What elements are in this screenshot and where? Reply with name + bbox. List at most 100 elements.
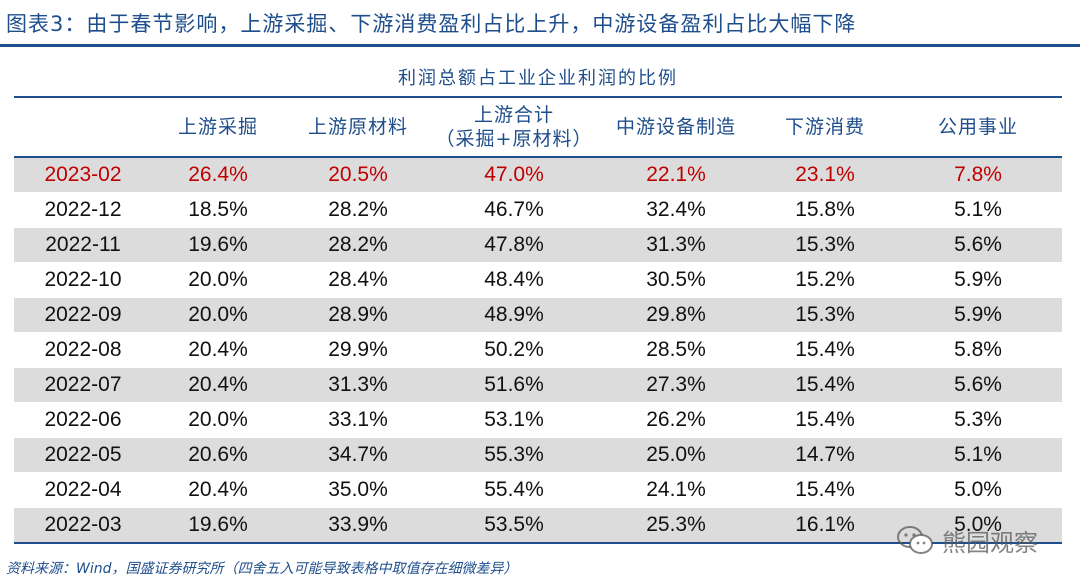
value-cell: 28.4% — [284, 262, 432, 298]
header-date — [14, 98, 152, 158]
value-cell: 20.0% — [152, 297, 284, 333]
value-cell: 5.6% — [894, 227, 1062, 263]
value-cell: 26.2% — [596, 402, 756, 438]
value-cell: 51.6% — [432, 367, 596, 403]
value-cell: 15.3% — [756, 297, 894, 333]
date-cell: 2022-05 — [14, 437, 152, 473]
value-cell: 47.8% — [432, 227, 596, 263]
date-cell: 2022-11 — [14, 227, 152, 263]
value-cell: 15.8% — [756, 192, 894, 228]
value-cell: 19.6% — [152, 507, 284, 544]
header-utilities: 公用事业 — [894, 98, 1062, 158]
table-row: 2022-11 19.6% 28.2% 47.8% 31.3% 15.3% 5.6% — [14, 227, 1062, 263]
header-upstream-materials: 上游原材料 — [284, 98, 432, 158]
header-upstream-total-line2: （采掘+原材料） — [435, 128, 593, 150]
table-row: 2022-04 20.4% 35.0% 55.4% 24.1% 15.4% 5.0% — [14, 472, 1062, 508]
value-cell: 31.3% — [284, 367, 432, 403]
date-cell: 2022-12 — [14, 192, 152, 228]
value-cell: 34.7% — [284, 437, 432, 473]
value-cell: 55.3% — [432, 437, 596, 473]
value-cell: 23.1% — [756, 157, 894, 193]
value-cell: 14.7% — [756, 437, 894, 473]
value-cell: 16.1% — [756, 507, 894, 544]
value-cell: 28.9% — [284, 297, 432, 333]
table-row: 2022-12 18.5% 28.2% 46.7% 32.4% 15.8% 5.1% — [14, 192, 1062, 228]
header-row: 上游采掘 上游原材料 上游合计 （采掘+原材料） 中游设备制造 下游消费 公用事… — [14, 98, 1062, 158]
table-body: 2023-02 26.4% 20.5% 47.0% 22.1% 23.1% 7.8% 2022… — [14, 157, 1062, 544]
value-cell: 5.9% — [894, 297, 1062, 333]
title-divider — [0, 44, 1080, 47]
header-upstream-total: 上游合计 （采掘+原材料） — [432, 98, 596, 158]
table-row: 2022-09 20.0% 28.9% 48.9% 29.8% 15.3% 5.9% — [14, 297, 1062, 333]
value-cell: 47.0% — [432, 157, 596, 193]
date-cell: 2022-09 — [14, 297, 152, 333]
value-cell: 20.6% — [152, 437, 284, 473]
value-cell: 5.0% — [894, 472, 1062, 508]
date-cell: 2022-07 — [14, 367, 152, 403]
date-cell: 2022-04 — [14, 472, 152, 508]
value-cell: 20.4% — [152, 472, 284, 508]
value-cell: 29.8% — [596, 297, 756, 333]
date-cell: 2023-02 — [14, 157, 152, 193]
value-cell: 5.8% — [894, 332, 1062, 368]
value-cell: 19.6% — [152, 227, 284, 263]
date-cell: 2022-08 — [14, 332, 152, 368]
date-cell: 2022-03 — [14, 507, 152, 544]
value-cell: 15.4% — [756, 472, 894, 508]
table-row: 2022-05 20.6% 34.7% 55.3% 25.0% 14.7% 5.1% — [14, 437, 1062, 473]
table-row: 2023-02 26.4% 20.5% 47.0% 22.1% 23.1% 7.8% — [14, 157, 1062, 193]
value-cell: 5.1% — [894, 437, 1062, 473]
table-row: 2022-08 20.4% 29.9% 50.2% 28.5% 15.4% 5.8% — [14, 332, 1062, 368]
value-cell: 15.4% — [756, 367, 894, 403]
value-cell: 20.5% — [284, 157, 432, 193]
value-cell: 55.4% — [432, 472, 596, 508]
profit-share-table: 上游采掘 上游原材料 上游合计 （采掘+原材料） 中游设备制造 下游消费 公用事… — [14, 98, 1062, 544]
value-cell: 20.0% — [152, 402, 284, 438]
value-cell: 53.5% — [432, 507, 596, 544]
value-cell: 15.4% — [756, 332, 894, 368]
value-cell: 5.1% — [894, 192, 1062, 228]
value-cell: 15.2% — [756, 262, 894, 298]
watermark-text: 熊园观察 — [942, 528, 1038, 557]
value-cell: 33.1% — [284, 402, 432, 438]
data-table-container: 利润总额占工业企业利润的比例 上游采掘 上游原材料 上游合计 （采掘+原材料） … — [14, 62, 1062, 544]
value-cell: 28.2% — [284, 192, 432, 228]
value-cell: 27.3% — [596, 367, 756, 403]
value-cell: 25.0% — [596, 437, 756, 473]
value-cell: 28.5% — [596, 332, 756, 368]
value-cell: 48.9% — [432, 297, 596, 333]
value-cell: 48.4% — [432, 262, 596, 298]
value-cell: 18.5% — [152, 192, 284, 228]
value-cell: 22.1% — [596, 157, 756, 193]
table-row: 2022-03 19.6% 33.9% 53.5% 25.3% 16.1% 5.0% — [14, 507, 1062, 544]
table-row: 2022-10 20.0% 28.4% 48.4% 30.5% 15.2% 5.9% — [14, 262, 1062, 298]
value-cell: 15.4% — [756, 402, 894, 438]
figure-title: 图表3：由于春节影响，上游采掘、下游消费盈利占比上升，中游设备盈利占比大幅下降 — [6, 12, 857, 36]
table-caption: 利润总额占工业企业利润的比例 — [398, 68, 678, 89]
value-cell: 31.3% — [596, 227, 756, 263]
value-cell: 20.4% — [152, 332, 284, 368]
value-cell: 26.4% — [152, 157, 284, 193]
value-cell: 24.1% — [596, 472, 756, 508]
caption-divider — [14, 96, 1062, 98]
header-downstream-consumption: 下游消费 — [756, 98, 894, 158]
value-cell: 53.1% — [432, 402, 596, 438]
value-cell: 20.4% — [152, 367, 284, 403]
source-note: 资料来源：Wind，国盛证券研究所（四舍五入可能导致表格中取值存在细微差异） — [6, 561, 518, 577]
value-cell: 5.9% — [894, 262, 1062, 298]
table-row: 2022-06 20.0% 33.1% 53.1% 26.2% 15.4% 5.3% — [14, 402, 1062, 438]
value-cell: 15.3% — [756, 227, 894, 263]
value-cell: 29.9% — [284, 332, 432, 368]
value-cell: 5.6% — [894, 367, 1062, 403]
value-cell: 30.5% — [596, 262, 756, 298]
value-cell: 28.2% — [284, 227, 432, 263]
header-upstream-mining: 上游采掘 — [152, 98, 284, 158]
header-midstream-equipment: 中游设备制造 — [596, 98, 756, 158]
value-cell: 35.0% — [284, 472, 432, 508]
value-cell: 33.9% — [284, 507, 432, 544]
date-cell: 2022-10 — [14, 262, 152, 298]
value-cell: 32.4% — [596, 192, 756, 228]
wechat-icon — [897, 526, 933, 554]
value-cell: 5.3% — [894, 402, 1062, 438]
value-cell: 25.3% — [596, 507, 756, 544]
